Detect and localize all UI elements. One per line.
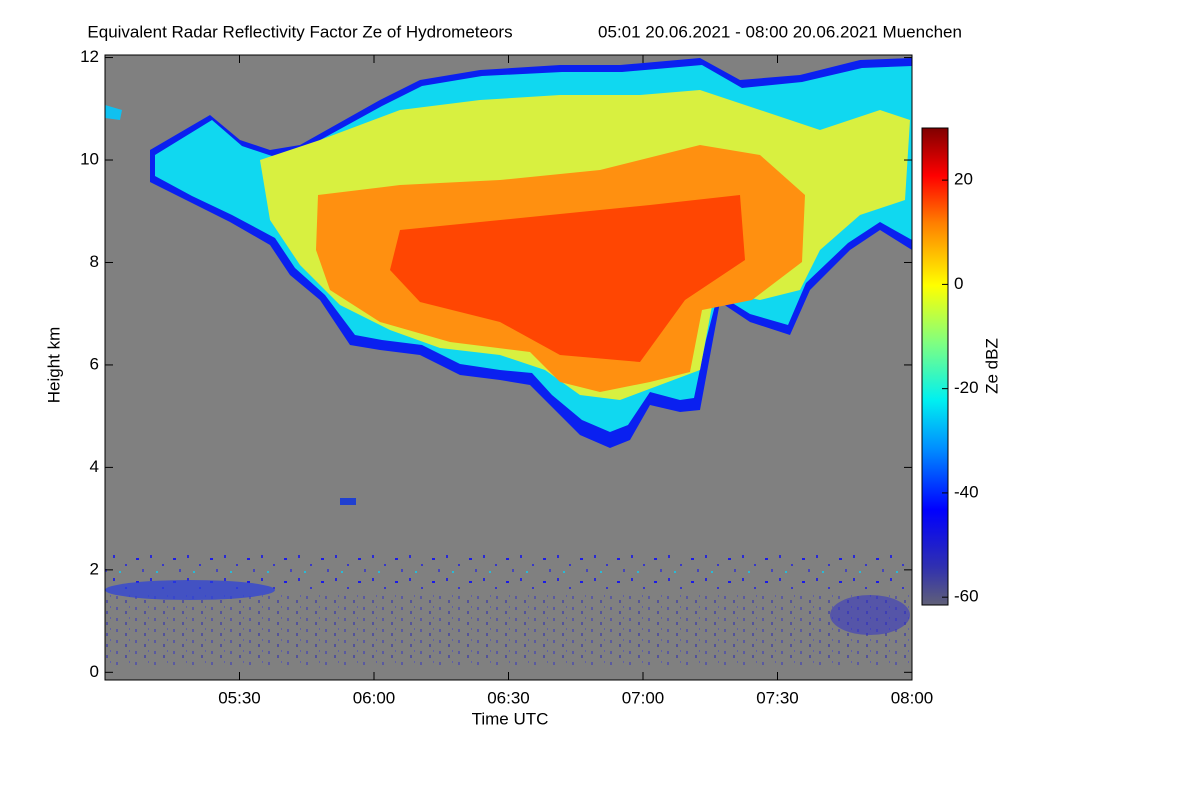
y-tick-label: 2 [90,559,99,578]
chart-title: Equivalent Radar Reflectivity Factor Ze … [87,22,512,41]
colorbar-tick-label: -20 [954,378,979,397]
colorbar-label: Ze dBZ [982,338,1001,394]
x-tick-label: 06:30 [487,688,530,707]
x-tick-label: 07:30 [756,688,799,707]
x-tick-label: 06:00 [353,688,396,707]
colorbar-tick-label: 0 [954,274,963,293]
plot-area [104,54,913,681]
x-axis-label: Time UTC [472,709,549,728]
y-axis-label: Height km [44,327,63,404]
colorbar-tick-label: 20 [954,170,973,189]
echo-layer [830,595,910,635]
y-tick-label: 0 [90,662,99,681]
echo-noise [105,595,912,665]
y-tick-label: 8 [90,252,99,271]
chart-subtitle: 05:01 20.06.2021 - 08:00 20.06.2021 Muen… [598,22,962,41]
colorbar-tick-label: -40 [954,482,979,501]
echo-peak [390,195,745,362]
x-tick-label: 08:00 [891,688,934,707]
colorbar-tick-label: -60 [954,587,979,606]
x-tick-label: 07:00 [622,688,665,707]
y-tick-label: 4 [90,457,99,476]
echo-blob [340,498,356,505]
y-tick-label: 10 [80,150,99,169]
x-tick-label: 05:30 [218,688,261,707]
y-tick-label: 12 [80,47,99,66]
echo-layer [105,580,275,600]
echo-blob [105,105,122,120]
colorbar [921,127,949,606]
y-tick-label: 6 [90,354,99,373]
